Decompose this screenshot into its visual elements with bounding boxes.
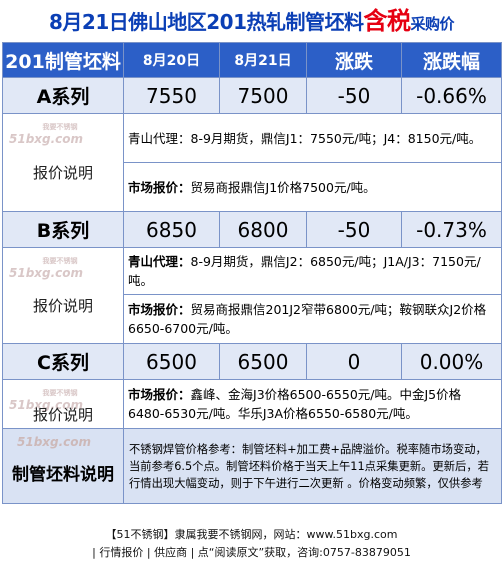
- price-change: -50: [306, 211, 402, 248]
- footer-line-2: | 行情报价 | 供应商 | 点“阅读原文”获取，咨询:0757-8387905…: [92, 546, 411, 559]
- note-label: 报价说明: [32, 405, 93, 424]
- watermark-logo: 我要不锈钢 51bxg.com: [9, 257, 84, 280]
- note-label: 报价说明: [32, 297, 93, 315]
- note-text: 青山代理：8-9月期货，鼎信J2：6850元/吨；J1A/J3：7150元/吨。: [123, 247, 502, 295]
- note-text: 市场报价：鑫峰、金海J3价格6500-6550元/吨。中金J5价格6480-65…: [123, 379, 502, 429]
- note-text: 青山代理：8-9月期货，鼎信J1：7550元/吨；J4：8150元/吨。: [123, 113, 502, 163]
- series-name: B系列: [2, 211, 124, 248]
- series-name: C系列: [2, 343, 124, 380]
- header-row: 201制管坯料 8月20日 8月21日 涨跌 涨跌幅: [2, 42, 502, 78]
- price-today: 7500: [219, 77, 307, 114]
- title-suffix: 采购价: [410, 15, 454, 33]
- title-highlight: 含税: [363, 7, 411, 35]
- price-table: 201制管坯料 8月20日 8月21日 涨跌 涨跌幅 A系列 7550 7500…: [2, 42, 502, 504]
- note-text: 市场报价：贸易商报鼎信201J2窄带6800元/吨；鞍钢联众J2价格6650-6…: [123, 294, 502, 344]
- summary-label-cell: 51bxg.com 制管坯料说明: [2, 428, 124, 504]
- watermark-logo: 我要不锈钢 51bxg.com: [9, 389, 84, 412]
- header-date1: 8月20日: [123, 42, 220, 78]
- header-change-pct: 涨跌幅: [401, 42, 502, 78]
- note-row: 我要不锈钢 51bxg.com 报价说明 青山代理：8-9月期货，鼎信J1：755…: [2, 113, 502, 212]
- note-row: 我要不锈钢 51bxg.com 报价说明 市场报价：鑫峰、金海J3价格6500-6…: [2, 379, 502, 429]
- page-title: 8月21日佛山地区201热轧制管坯料含税采购价: [0, 0, 503, 42]
- price-prev: 6500: [123, 343, 220, 380]
- table-row: B系列 6850 6800 -50 -0.73%: [2, 211, 502, 248]
- price-change: 0: [306, 343, 402, 380]
- note-label-cell: 我要不锈钢 51bxg.com 报价说明: [2, 247, 124, 344]
- watermark-logo: 我要不锈钢 51bxg.com: [9, 123, 84, 146]
- price-today: 6500: [219, 343, 307, 380]
- price-change: -50: [306, 77, 402, 114]
- header-change: 涨跌: [306, 42, 402, 78]
- note-label-cell: 我要不锈钢 51bxg.com 报价说明: [2, 113, 124, 212]
- footer: 【51不锈钢】隶属我要不锈钢网，网站：www.51bxg.com | 行情报价 …: [0, 526, 503, 562]
- note-label: 报价说明: [32, 164, 93, 182]
- price-change-pct: -0.66%: [401, 77, 502, 114]
- note-label-cell: 我要不锈钢 51bxg.com 报价说明: [2, 379, 124, 429]
- note-row: 我要不锈钢 51bxg.com 报价说明 青山代理：8-9月期货，鼎信J2：685…: [2, 247, 502, 344]
- price-change-pct: 0.00%: [401, 343, 502, 380]
- note-row: 市场报价：贸易商报鼎信201J2窄带6800元/吨；鞍钢联众J2价格6650-6…: [3, 294, 502, 344]
- footer-line-1: 【51不锈钢】隶属我要不锈钢网，网站：www.51bxg.com: [105, 528, 398, 541]
- note-text: 市场报价：贸易商报鼎信J1价格7500元/吨。: [123, 162, 502, 212]
- summary-label: 制管坯料说明: [12, 464, 114, 485]
- summary-row: 51bxg.com 制管坯料说明 不锈钢焊管价格参考：制管坯料+加工费+品牌溢价…: [2, 428, 502, 504]
- table-row: C系列 6500 6500 0 0.00%: [2, 343, 502, 380]
- title-prefix: 8月21日佛山地区201热轧制管坯料: [48, 10, 364, 34]
- price-prev: 6850: [123, 211, 220, 248]
- header-product: 201制管坯料: [2, 42, 124, 78]
- watermark-logo: 51bxg.com: [17, 435, 92, 449]
- header-date2: 8月21日: [219, 42, 307, 78]
- price-today: 6800: [219, 211, 307, 248]
- series-name: A系列: [2, 77, 124, 114]
- table-row: A系列 7550 7500 -50 -0.66%: [2, 77, 502, 114]
- note-row: 市场报价：贸易商报鼎信J1价格7500元/吨。: [3, 162, 502, 212]
- price-prev: 7550: [123, 77, 220, 114]
- summary-text: 不锈钢焊管价格参考：制管坯料+加工费+品牌溢价。税率随市场变动，当前参考6.5个…: [123, 428, 502, 504]
- price-change-pct: -0.73%: [401, 211, 502, 248]
